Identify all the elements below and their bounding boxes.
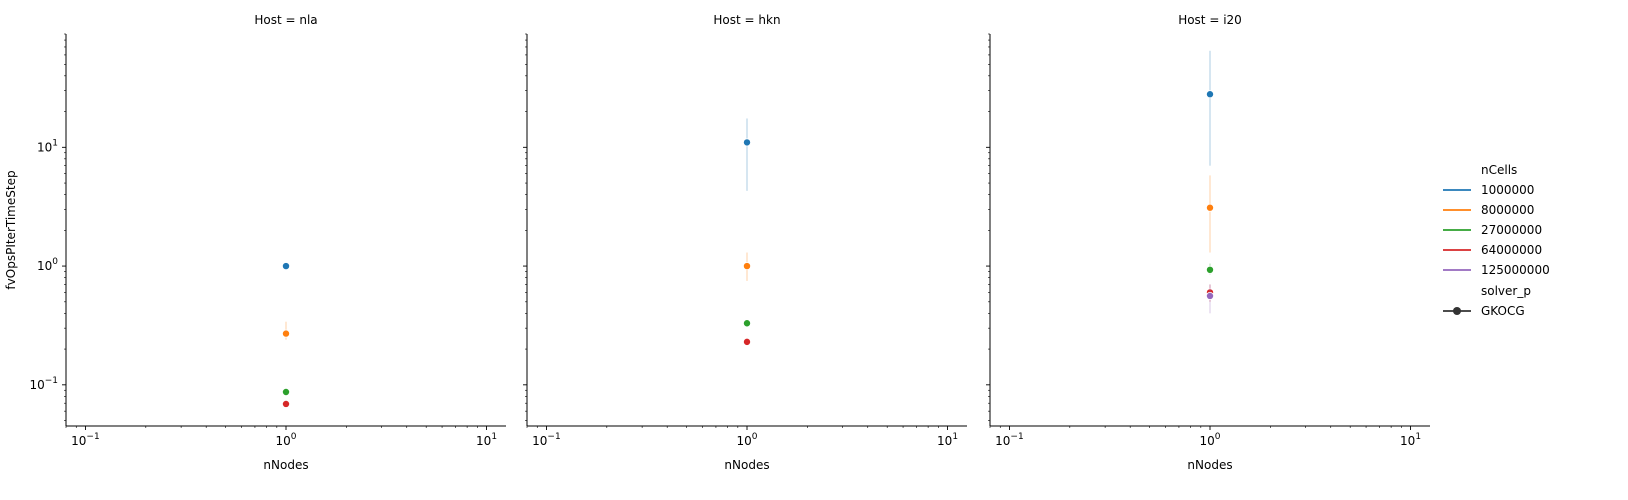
y-tick-label: 100 — [37, 257, 58, 273]
legend-entry-label: 8000000 — [1481, 203, 1534, 217]
legend-entry-label: 27000000 — [1481, 223, 1542, 237]
data-point-1000000 — [743, 138, 752, 147]
data-point-125000000 — [1206, 291, 1215, 300]
legend-style-marker-GKOCG — [1453, 307, 1461, 315]
y-tick-label: 101 — [37, 138, 58, 154]
legend-entry-label: 1000000 — [1481, 183, 1534, 197]
x-tick-label: 100 — [275, 432, 296, 448]
data-point-8000000 — [281, 329, 290, 338]
x-tick-label: 10−1 — [995, 432, 1024, 448]
legend-style-label: GKOCG — [1481, 304, 1525, 318]
x-tick-label: 100 — [1199, 432, 1220, 448]
data-point-64000000 — [743, 337, 752, 346]
y-tick-label: 10−1 — [29, 376, 58, 392]
legend-hue-title: nCells — [1481, 163, 1517, 177]
data-point-8000000 — [743, 262, 752, 271]
facet-panel-0: Host = nla 10−1 100 101 10−1 100 101 nNodes — [29, 13, 506, 472]
legend: nCells 1000000 8000000 27000000 64000000 1250… — [1443, 163, 1550, 318]
y-axis-label: fvOpsPIterTimeStep — [4, 170, 18, 289]
x-axis-label: nNodes — [263, 458, 308, 472]
data-point-8000000 — [1206, 203, 1215, 212]
data-point-64000000 — [281, 399, 290, 408]
facet-panel-1: Host = hkn 10−1 100 101 nNodes — [523, 13, 967, 472]
facet-panel-2: Host = i20 10−1 100 101 nNodes — [986, 13, 1430, 472]
x-tick-label: 10−1 — [532, 432, 561, 448]
panel-title: Host = i20 — [1178, 13, 1242, 27]
x-tick-label: 10−1 — [71, 432, 100, 448]
data-point-27000000 — [281, 388, 290, 397]
panel-title: Host = hkn — [713, 13, 780, 27]
x-axis-label: nNodes — [724, 458, 769, 472]
legend-entry-label: 64000000 — [1481, 243, 1542, 257]
data-point-1000000 — [1206, 90, 1215, 99]
legend-entry-label: 125000000 — [1481, 263, 1550, 277]
x-tick-label: 101 — [476, 432, 497, 448]
x-tick-label: 101 — [1400, 432, 1421, 448]
x-tick-label: 100 — [736, 432, 757, 448]
data-point-27000000 — [743, 319, 752, 328]
x-axis-label: nNodes — [1187, 458, 1232, 472]
data-point-1000000 — [281, 262, 290, 271]
data-point-27000000 — [1206, 265, 1215, 274]
x-tick-label: 101 — [937, 432, 958, 448]
legend-style-title: solver_p — [1481, 284, 1531, 298]
panel-title: Host = nla — [254, 13, 317, 27]
